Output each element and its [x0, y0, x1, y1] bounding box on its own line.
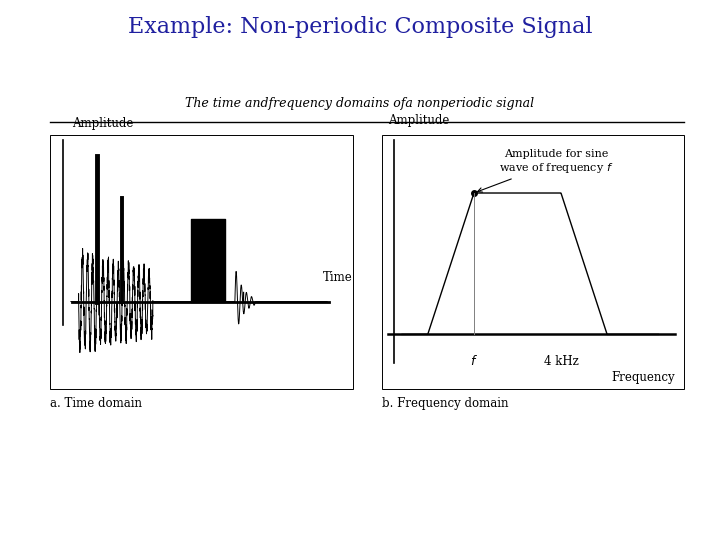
Text: b. Frequency domain: b. Frequency domain — [382, 397, 508, 410]
Text: The time andfrequency domains ofa nonperiodic signal: The time andfrequency domains ofa nonper… — [186, 97, 534, 110]
Text: Example: Non-periodic Composite Signal: Example: Non-periodic Composite Signal — [127, 16, 593, 38]
Text: Time: Time — [323, 271, 352, 284]
Text: Amplitude: Amplitude — [387, 114, 449, 127]
Text: a. Time domain: a. Time domain — [50, 397, 143, 410]
Text: 4 kHz: 4 kHz — [544, 355, 578, 368]
Text: Amplitude: Amplitude — [71, 117, 133, 130]
Text: Amplitude for sine
wave of frequency $f$: Amplitude for sine wave of frequency $f$ — [477, 149, 613, 192]
Text: Frequency: Frequency — [611, 371, 675, 384]
Text: $f$: $f$ — [470, 354, 478, 368]
